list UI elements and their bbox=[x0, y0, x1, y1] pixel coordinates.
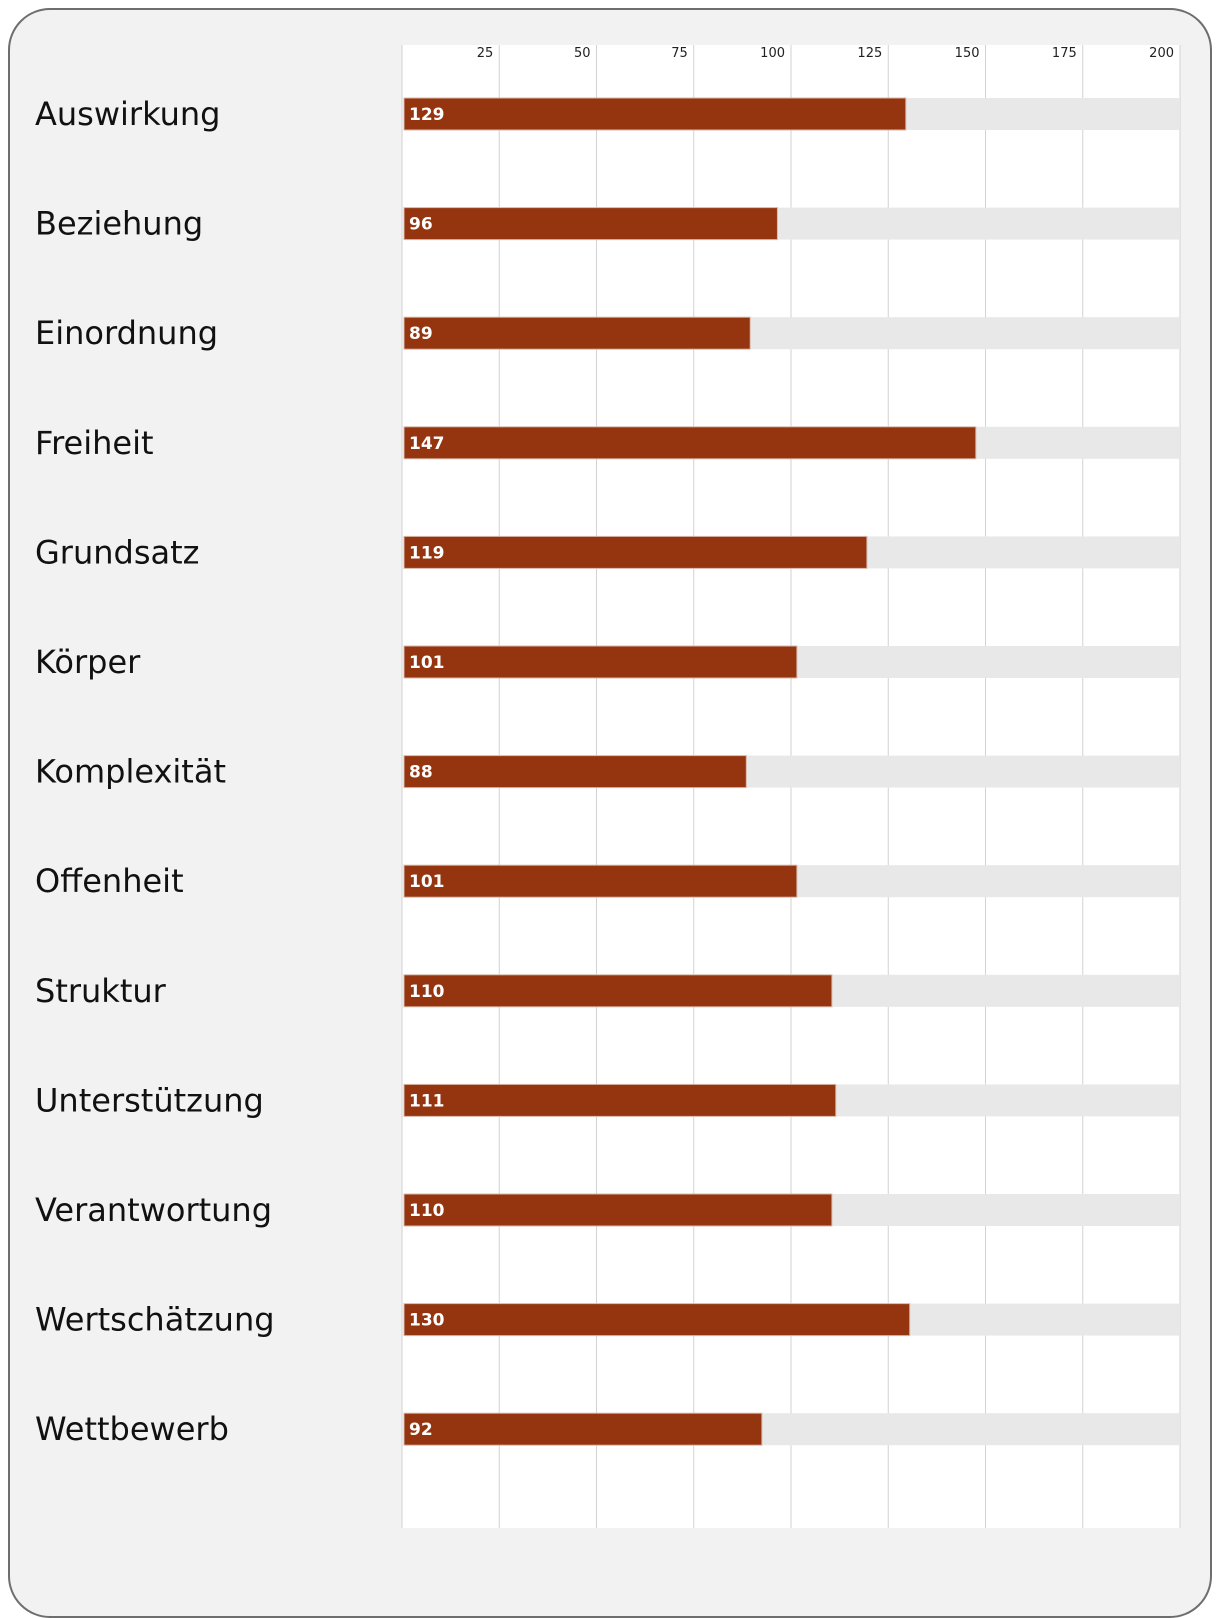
bar bbox=[403, 426, 977, 460]
category-labels: Auswirkung Beziehung Einordnung Freiheit Gru… bbox=[35, 95, 275, 1448]
bar bbox=[403, 207, 778, 241]
bar bbox=[403, 1303, 911, 1337]
category-label: Struktur bbox=[35, 972, 167, 1010]
category-label: Wertschätzung bbox=[35, 1301, 275, 1339]
x-tick-label: 50 bbox=[574, 46, 591, 61]
x-tick-label: 200 bbox=[1149, 46, 1174, 61]
bar-value-label: 130 bbox=[409, 1311, 445, 1331]
bar-value-label: 92 bbox=[409, 1420, 433, 1440]
category-label: Beziehung bbox=[35, 205, 203, 243]
bar-value-label: 89 bbox=[409, 324, 433, 344]
bar-value-label: 129 bbox=[409, 105, 445, 125]
bar-value-label: 119 bbox=[409, 543, 445, 563]
bar bbox=[403, 974, 833, 1008]
bar-chart: 25 50 75 100 125 150 175 200 129 96 89 147 119 101 88… bbox=[35, 45, 1181, 1528]
category-label: Einordnung bbox=[35, 314, 218, 352]
bar bbox=[403, 97, 907, 131]
x-tick-label: 150 bbox=[955, 46, 980, 61]
category-label: Freiheit bbox=[35, 424, 154, 462]
x-tick-label: 175 bbox=[1052, 46, 1077, 61]
category-label: Verantwortung bbox=[35, 1191, 272, 1229]
x-axis-ticks: 25 50 75 100 125 150 175 200 bbox=[477, 46, 1174, 61]
bar-value-label: 110 bbox=[409, 982, 445, 1002]
bar bbox=[403, 1193, 833, 1227]
bar-value-label: 110 bbox=[409, 1201, 445, 1221]
x-tick-label: 75 bbox=[671, 46, 688, 61]
chart-card: 25 50 75 100 125 150 175 200 129 96 89 147 119 101 88… bbox=[8, 8, 1212, 1618]
bar-value-label: 111 bbox=[409, 1091, 445, 1111]
category-label: Komplexität bbox=[35, 753, 226, 791]
x-tick-label: 125 bbox=[857, 46, 882, 61]
category-label: Körper bbox=[35, 643, 141, 681]
category-label: Grundsatz bbox=[35, 533, 199, 571]
bar-value-label: 147 bbox=[409, 434, 445, 454]
bar-value-label: 101 bbox=[409, 653, 445, 673]
bar-series: 129 96 89 147 119 101 88 101 110 111 110 130 92 bbox=[403, 97, 1180, 1446]
category-label: Auswirkung bbox=[35, 95, 220, 133]
bar bbox=[403, 1083, 837, 1117]
bar-value-label: 101 bbox=[409, 872, 445, 892]
category-label: Offenheit bbox=[35, 862, 184, 900]
bar-value-label: 88 bbox=[409, 763, 433, 783]
bar bbox=[403, 1412, 763, 1446]
bar bbox=[403, 755, 747, 789]
category-label: Unterstützung bbox=[35, 1081, 264, 1119]
category-label: Wettbewerb bbox=[35, 1410, 229, 1448]
bar bbox=[403, 535, 868, 569]
bar-value-label: 96 bbox=[409, 215, 433, 235]
x-tick-label: 100 bbox=[760, 46, 785, 61]
bar bbox=[403, 864, 798, 898]
bar bbox=[403, 645, 798, 679]
bar bbox=[403, 316, 751, 350]
x-tick-label: 25 bbox=[477, 46, 494, 61]
